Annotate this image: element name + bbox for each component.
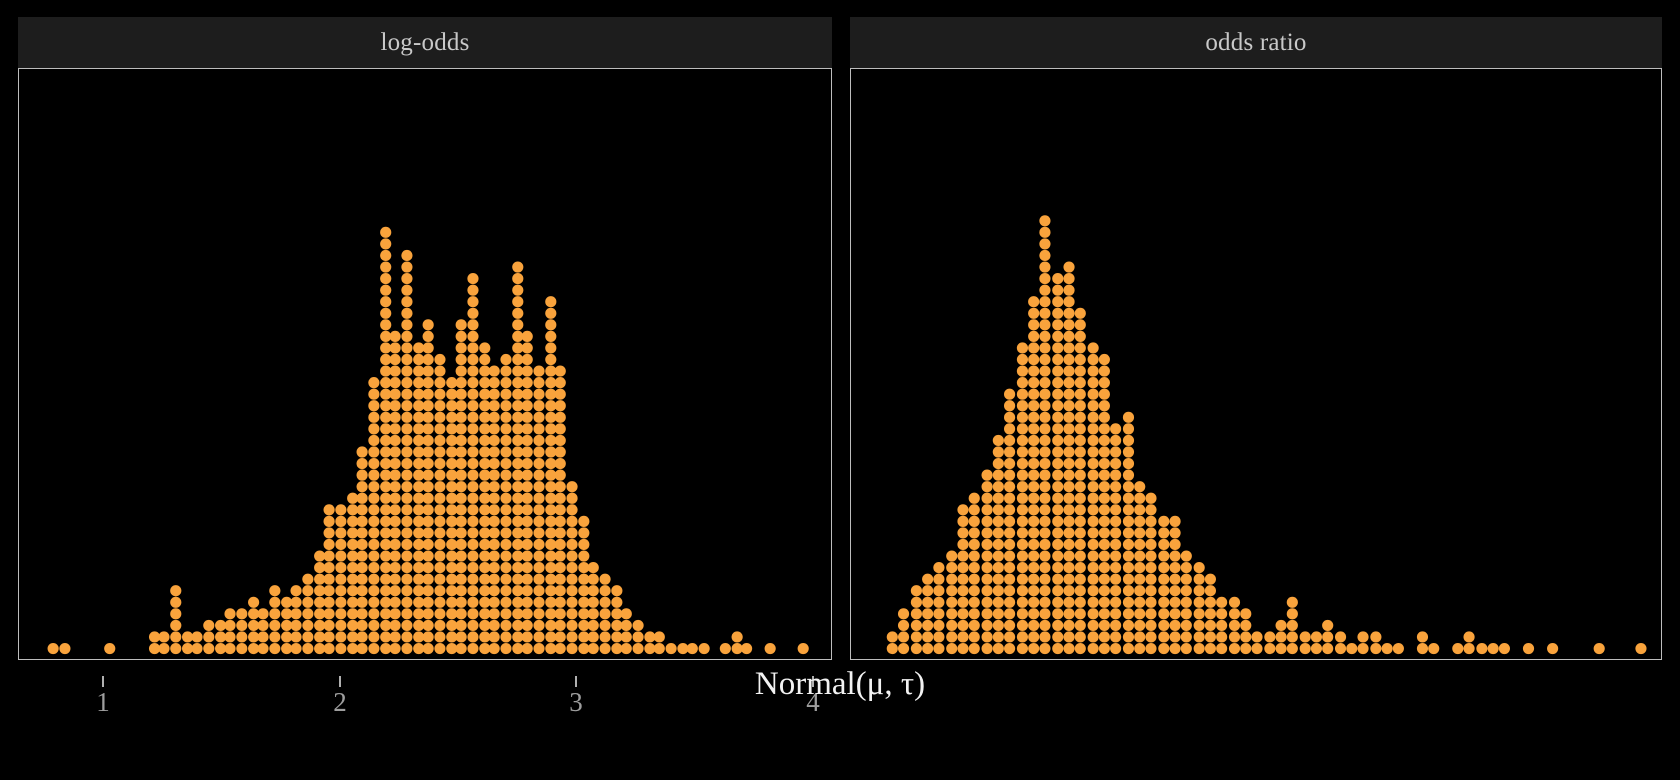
plot-panel-log-odds [18, 68, 832, 660]
x-tick-label-log-odds-0: 1 [96, 687, 110, 717]
plot-panel-odds-ratio [850, 68, 1662, 660]
dotplot-canvas-odds-ratio [886, 215, 1647, 655]
facet-strip-label-odds-ratio: odds ratio [1205, 29, 1307, 56]
x-axis-title: Normal(μ, τ) [754, 666, 926, 702]
x-tick-mark-log-odds-2 [575, 676, 577, 687]
x-tick-label-log-odds-2: 3 [569, 687, 583, 717]
x-axis-log-odds: 1 2 3 4 [36, 676, 850, 736]
x-tick-label-log-odds-1: 2 [333, 687, 347, 717]
facet-strip-odds-ratio: odds ratio [850, 17, 1662, 68]
x-tick-mark-log-odds-0 [102, 676, 104, 687]
x-tick-mark-log-odds-3 [812, 676, 814, 687]
dotplot-canvas-log-odds [47, 226, 809, 655]
facet-strip-log-odds: log-odds [18, 17, 832, 68]
x-tick-label-log-odds-3: 4 [806, 687, 820, 717]
x-tick-mark-log-odds-1 [339, 676, 341, 687]
facet-strip-label-log-odds: log-odds [380, 29, 470, 56]
